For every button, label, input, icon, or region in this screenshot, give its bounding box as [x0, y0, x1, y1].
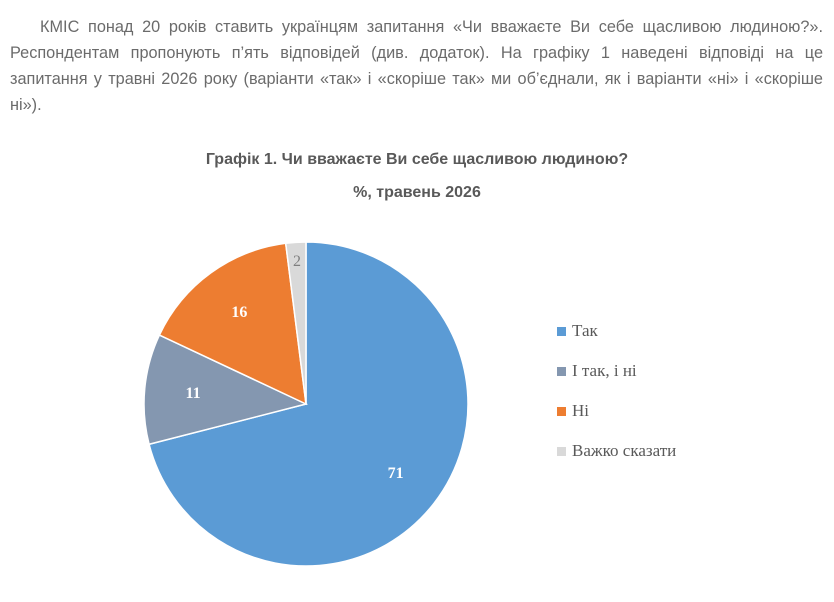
pie-slice-3	[284, 241, 307, 405]
intro-paragraph: КМІС понад 20 років ставить українцям за…	[10, 18, 823, 114]
legend-item-2: Ні	[557, 398, 676, 424]
legend-label: І так, і ні	[572, 361, 637, 380]
pie-slice-0	[148, 241, 469, 567]
chart-subtitle: %, травень 2026	[353, 184, 481, 201]
slice-value-label-3: 2	[293, 253, 301, 270]
legend-label: Важко сказати	[572, 441, 677, 460]
slice-value-label-0: 71	[388, 465, 404, 482]
slice-value-label-1: 11	[186, 385, 201, 402]
chart-legend: Так І так, і ні Ні Важко сказати	[557, 318, 676, 478]
legend-swatch	[557, 366, 566, 376]
chart-title: Графік 1. Чи вважаєте Ви себе щасливою л…	[205, 151, 629, 168]
legend-swatch	[557, 326, 566, 336]
slice-value-label-2: 16	[231, 304, 247, 321]
legend-item-3: Важко сказати	[557, 438, 676, 464]
legend-item-0: Так	[557, 318, 676, 344]
legend-label: Ні	[572, 401, 589, 420]
pie-slice-2	[158, 242, 307, 406]
legend-swatch	[557, 446, 566, 456]
legend-swatch	[557, 406, 566, 416]
legend-item-1: І так, і ні	[557, 358, 676, 384]
legend-label: Так	[572, 321, 598, 340]
pie-slice-1	[143, 334, 309, 446]
